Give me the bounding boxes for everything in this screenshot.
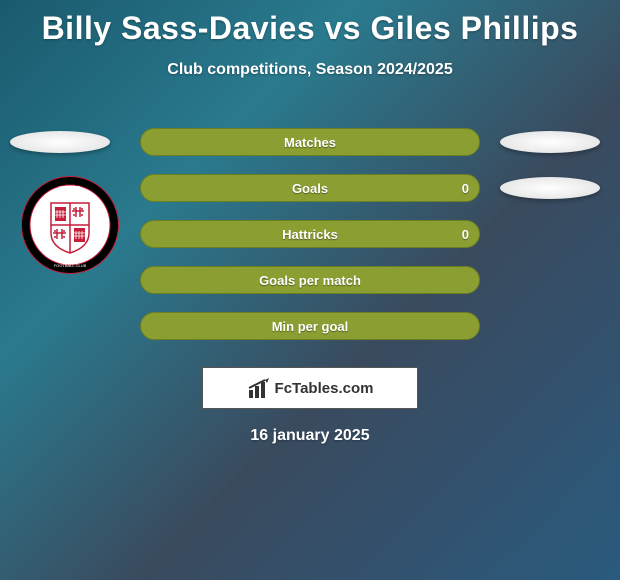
stat-bar: Goals per match: [140, 266, 480, 294]
logo-text: FcTables.com: [275, 380, 374, 397]
club-badge-left: WOKING FOOTBALL CLUB: [20, 175, 120, 275]
main-container: Billy Sass-Davies vs Giles Phillips Club…: [0, 0, 620, 445]
date: 16 january 2025: [0, 427, 620, 445]
page-title: Billy Sass-Davies vs Giles Phillips: [0, 10, 620, 47]
svg-text:WOKING: WOKING: [59, 186, 80, 192]
stat-bar: Goals 0: [140, 174, 480, 202]
subtitle: Club competitions, Season 2024/2025: [0, 61, 620, 79]
stat-bar: Matches: [140, 128, 480, 156]
stat-bar: Hattricks 0: [140, 220, 480, 248]
woking-badge-icon: WOKING FOOTBALL CLUB: [20, 175, 120, 275]
stat-label: Matches: [284, 135, 336, 150]
stat-bar: Min per goal: [140, 312, 480, 340]
stat-value-right: 0: [462, 227, 469, 242]
stat-label: Goals: [292, 181, 328, 196]
right-marker-ellipse: [500, 177, 600, 199]
stat-label: Hattricks: [282, 227, 338, 242]
stat-value-right: 0: [462, 181, 469, 196]
chart-icon: [247, 376, 271, 400]
left-marker-ellipse: [10, 131, 110, 153]
stat-label: Min per goal: [272, 319, 349, 334]
stat-row: Matches: [0, 119, 620, 165]
stat-row: Min per goal: [0, 303, 620, 349]
right-marker-ellipse: [500, 131, 600, 153]
svg-text:FOOTBALL CLUB: FOOTBALL CLUB: [54, 263, 87, 268]
stat-label: Goals per match: [259, 273, 361, 288]
fctables-logo[interactable]: FcTables.com: [202, 367, 418, 409]
